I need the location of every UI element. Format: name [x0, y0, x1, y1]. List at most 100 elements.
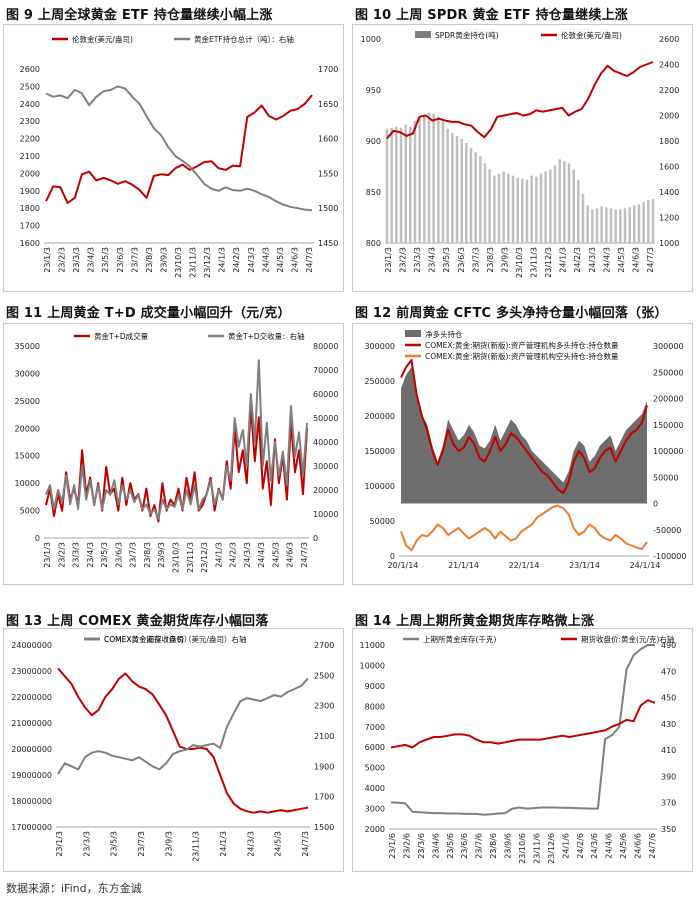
spdr-holding-bar — [623, 208, 627, 243]
x-tick-label: 23/4/6 — [431, 833, 440, 859]
spdr-holding-bar — [577, 179, 580, 243]
x-tick-label: 24/3/3 — [588, 247, 597, 273]
y-tick-label: 0 — [35, 534, 40, 543]
y-tick-label: 800 — [366, 239, 381, 248]
x-tick-label: 23/1/6 — [388, 833, 397, 859]
spdr-holding-bar — [572, 169, 575, 243]
series-line-2 — [386, 61, 654, 140]
y-tick-label: 4000 — [365, 784, 385, 793]
y2-tick-label: 1800 — [659, 137, 679, 146]
y-tick-label: 35000 — [15, 342, 40, 351]
spdr-holding-bar — [605, 207, 608, 243]
x-tick-label: 23/10/3 — [172, 542, 181, 573]
series-line-2 — [45, 85, 313, 212]
x-tick-label: 23/1/3 — [43, 542, 52, 568]
spdr-holding-bar — [511, 175, 515, 243]
x-tick-label: 23/12/6 — [547, 833, 556, 864]
x-tick-label: 23/8/3 — [145, 247, 154, 273]
x-tick-label: 23/7/3 — [130, 247, 139, 273]
spdr-holding-bar — [651, 199, 655, 243]
x-tick-label: 24/5/3 — [271, 542, 280, 568]
y2-tick-label: 1650 — [318, 100, 338, 109]
series-line-2 — [45, 359, 308, 520]
x-tick-label: 24/5/3 — [617, 247, 626, 273]
spdr-holding-bar — [437, 116, 440, 243]
y2-tick-label: 60000 — [313, 390, 338, 399]
x-tick-label: 20/1/14 — [388, 561, 419, 570]
legend-label: COMEX:黄金:期货(新版):资产管理机构空头持仓:持仓数量 — [425, 351, 619, 361]
y2-tick-label: 410 — [661, 746, 676, 755]
x-tick-label: 23/2/6 — [402, 833, 411, 859]
y-tick-label: 8000 — [365, 702, 385, 711]
x-tick-label: 24/2/3 — [573, 247, 582, 273]
spdr-holding-bar — [441, 120, 445, 243]
y-tick-label: 19000000 — [11, 771, 52, 780]
y-tick-label: 21000000 — [11, 719, 52, 728]
x-tick-label: 23/9/3 — [164, 831, 173, 857]
y2-tick-label: 470 — [661, 667, 676, 676]
spdr-holding-bar — [633, 205, 636, 243]
fig9-panel: 2600 2500 2400 2300 2200 2100 2000 1900 1800 1700… — [3, 24, 344, 292]
x-tick-label: 24/2/3 — [229, 542, 238, 568]
y-tick-label: 1900 — [20, 187, 40, 196]
y2-tick-label: 1400 — [659, 188, 679, 197]
legend-label: 上期所黄金库存(千克) — [423, 634, 496, 644]
x-tick-label: 24/1/3 — [218, 247, 227, 273]
spdr-holding-bar — [539, 173, 543, 243]
y2-tick-label: 1700 — [314, 793, 334, 802]
y2-tick-label: 430 — [661, 720, 676, 729]
fig9-chart: 2600 2500 2400 2300 2200 2100 2000 1900 1800 1700… — [20, 34, 339, 278]
spdr-holding-bar — [567, 163, 571, 243]
y2-tick-label: -50000 — [653, 526, 681, 535]
y-tick-label: 7000 — [365, 723, 385, 732]
y2-tick-label: 2400 — [659, 61, 679, 70]
y2-tick-label: 450 — [661, 694, 676, 703]
y-tick-label: 3000 — [365, 805, 385, 814]
spdr-holding-bar — [581, 194, 585, 243]
spdr-holding-bar — [493, 175, 496, 243]
x-tick-label: 24/1/3 — [219, 831, 228, 857]
spdr-holding-bar — [427, 112, 431, 243]
y-tick-label: 10000 — [15, 479, 40, 488]
y-tick-label: 22000000 — [11, 693, 52, 702]
y2-tick-label: 20000 — [313, 486, 338, 495]
y-tick-label: 20000000 — [11, 745, 52, 754]
x-tick-label: 23/4/3 — [86, 542, 95, 568]
y2-tick-label: 70000 — [313, 366, 338, 375]
y2-tick-label: 200000 — [653, 395, 684, 404]
legend-label: COMEX黄金期货收盘价（美元/盎司）右轴 — [104, 634, 247, 644]
spdr-holding-bar — [395, 126, 398, 243]
fig10-chart: 1000 950 900 850 800 2600 2400 2200 2000 1800 1600… — [361, 30, 680, 278]
x-tick-label: 23/11/3 — [530, 247, 539, 278]
legend-label: 期货收盘价:黄金(元/克)右轴 — [581, 634, 674, 644]
spdr-holding-bar — [530, 175, 533, 243]
y2-tick-label: 1600 — [318, 135, 338, 144]
x-tick-label: 24/1/3 — [559, 247, 568, 273]
spdr-holding-bar — [591, 209, 594, 243]
y2-tick-label: 0 — [653, 500, 658, 509]
y-tick-label: 25000 — [15, 397, 40, 406]
spdr-holding-bar — [619, 209, 622, 243]
x-tick-label: 24/4/3 — [261, 247, 270, 273]
y2-tick-label: 1900 — [314, 762, 334, 771]
y2-tick-label: 30000 — [313, 462, 338, 471]
x-tick-label: 23/3/3 — [72, 542, 81, 568]
spdr-holding-bar — [553, 165, 557, 243]
spdr-holding-bar — [432, 113, 435, 244]
x-tick-label: 23/12/3 — [203, 247, 212, 278]
spdr-holding-bar — [516, 177, 519, 243]
legend-label: 伦敦金(美元/盎司) — [72, 34, 133, 44]
y2-tick-label: 2500 — [314, 671, 334, 680]
fig11-title: 图 11 上周黄金 T+D 成交量小幅回升（元/克） — [6, 306, 291, 321]
y-tick-label: 1000 — [361, 35, 381, 44]
spdr-holding-bar — [474, 152, 477, 243]
x-tick-label: 23/5/3 — [442, 247, 451, 273]
y-tick-label: 1800 — [20, 204, 40, 213]
x-tick-label: 23/11/6 — [532, 833, 541, 864]
y-tick-label: 23000000 — [11, 667, 52, 676]
x-tick-label: 23/8/3 — [486, 247, 495, 273]
series-line-1 — [390, 644, 655, 816]
y-tick-label: 18000000 — [11, 797, 52, 806]
x-tick-label: 23/3/3 — [82, 831, 91, 857]
spdr-holding-bar — [637, 204, 641, 243]
